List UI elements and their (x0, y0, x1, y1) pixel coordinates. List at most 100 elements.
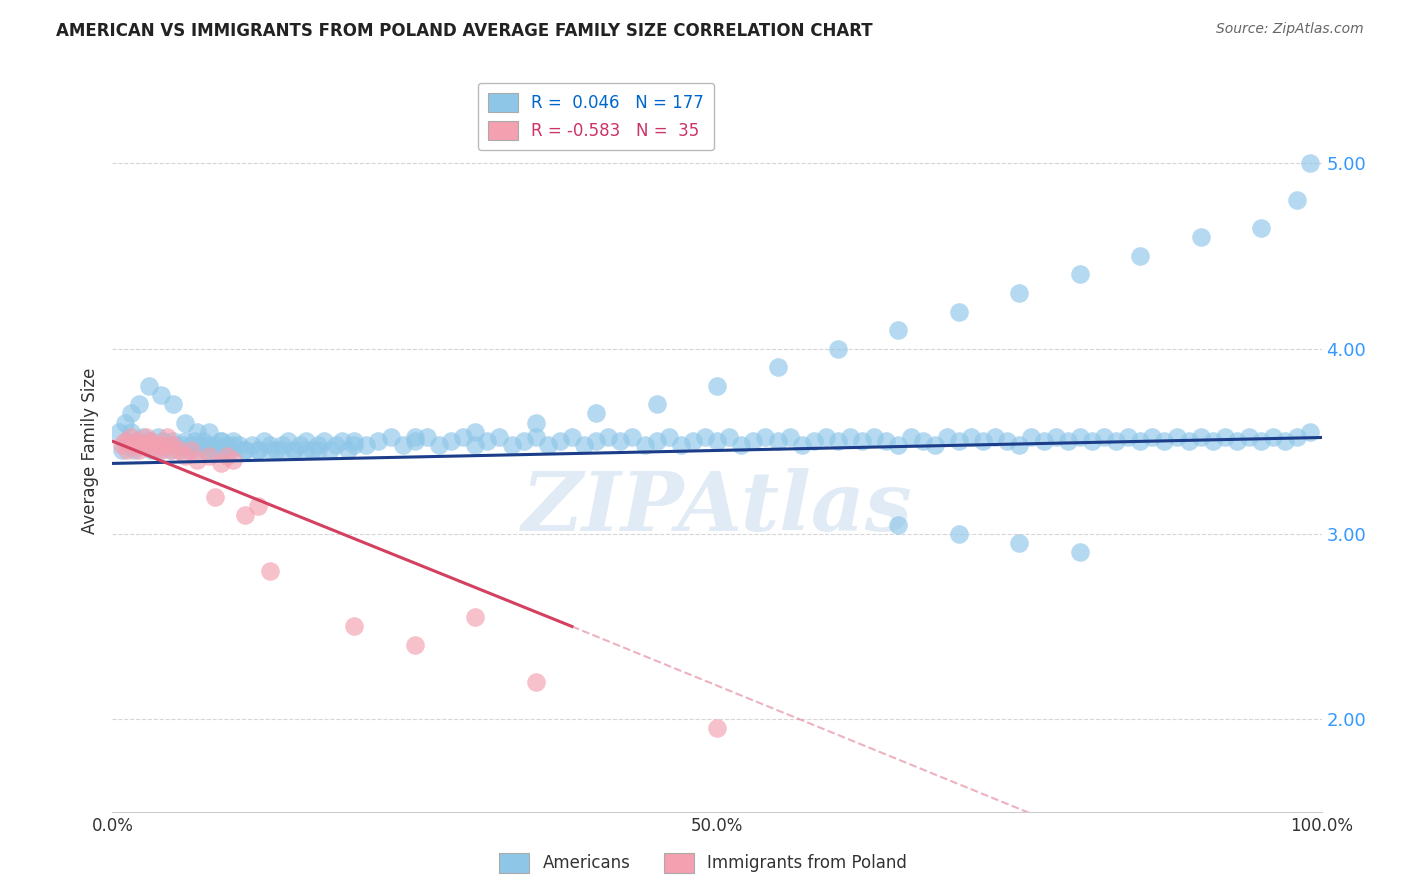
Point (283, 443, 305, 458)
Point (464, 610, 486, 624)
Point (180, 443, 202, 458)
Point (162, 434, 184, 449)
Point (1189, 230, 1212, 244)
Point (1286, 430, 1309, 444)
Point (1008, 438, 1031, 452)
Point (138, 378, 160, 392)
Point (209, 457, 232, 471)
Point (212, 443, 235, 458)
Point (1021, 430, 1043, 444)
Point (141, 443, 163, 458)
Point (152, 438, 174, 452)
Point (148, 430, 170, 444)
Point (1116, 430, 1139, 444)
Point (1213, 430, 1236, 444)
Point (128, 443, 150, 458)
Point (598, 430, 620, 444)
Point (198, 438, 221, 452)
Point (356, 438, 378, 452)
Point (209, 434, 232, 449)
Point (779, 430, 801, 444)
Y-axis label: Average Family Size: Average Family Size (80, 368, 98, 533)
Point (138, 434, 160, 449)
Text: Source: ZipAtlas.com: Source: ZipAtlas.com (1216, 22, 1364, 37)
Point (1274, 434, 1296, 449)
Point (900, 430, 922, 444)
Point (1250, 221, 1272, 235)
Point (524, 416, 547, 430)
Point (120, 406, 142, 420)
Point (524, 675, 547, 690)
Point (1189, 430, 1212, 444)
Point (295, 434, 318, 449)
Point (191, 434, 214, 449)
Point (887, 517, 910, 532)
Point (693, 430, 716, 444)
Point (1142, 430, 1164, 444)
Point (283, 443, 305, 458)
Point (156, 430, 179, 444)
Point (875, 434, 897, 449)
Point (246, 443, 269, 458)
Text: AMERICAN VS IMMIGRANTS FROM POLAND AVERAGE FAMILY SIZE CORRELATION CHART: AMERICAN VS IMMIGRANTS FROM POLAND AVERA… (56, 22, 873, 40)
Point (264, 443, 287, 458)
Point (114, 434, 136, 449)
Point (451, 430, 474, 444)
Point (307, 438, 329, 452)
Point (343, 619, 366, 633)
Point (935, 430, 957, 444)
Point (924, 438, 946, 452)
Point (176, 443, 198, 458)
Point (501, 438, 523, 452)
Point (1298, 156, 1320, 170)
Point (295, 443, 318, 458)
Point (128, 438, 150, 452)
Point (1166, 430, 1188, 444)
Point (122, 438, 145, 452)
Point (174, 449, 197, 463)
Point (464, 438, 486, 452)
Point (960, 430, 983, 444)
Point (138, 438, 160, 452)
Point (488, 430, 510, 444)
Point (343, 438, 366, 452)
Point (198, 449, 221, 463)
Point (319, 443, 342, 458)
Point (464, 425, 486, 439)
Point (246, 499, 269, 513)
Point (1069, 545, 1091, 559)
Point (143, 443, 166, 458)
Point (1069, 430, 1091, 444)
Point (325, 438, 347, 452)
Point (222, 438, 245, 452)
Point (337, 443, 360, 458)
Point (537, 438, 560, 452)
Point (718, 430, 741, 444)
Point (1177, 434, 1199, 449)
Point (1153, 434, 1175, 449)
Point (174, 434, 197, 449)
Point (814, 430, 837, 444)
Point (135, 438, 157, 452)
Point (141, 434, 163, 449)
Point (1202, 434, 1225, 449)
Point (162, 397, 184, 411)
Point (125, 434, 148, 449)
Point (585, 406, 607, 420)
Point (120, 430, 142, 444)
Point (404, 430, 426, 444)
Point (1032, 434, 1054, 449)
Point (621, 430, 644, 444)
Point (1008, 536, 1031, 550)
Point (827, 434, 849, 449)
Point (477, 434, 499, 449)
Legend: R =  0.046   N = 177, R = -0.583   N =  35: R = 0.046 N = 177, R = -0.583 N = 35 (478, 83, 714, 150)
Text: ZIPAtlas: ZIPAtlas (522, 468, 912, 549)
Point (948, 526, 970, 541)
Point (548, 434, 571, 449)
Point (125, 434, 148, 449)
Point (512, 434, 534, 449)
Point (135, 430, 157, 444)
Point (1092, 430, 1115, 444)
Point (120, 425, 142, 439)
